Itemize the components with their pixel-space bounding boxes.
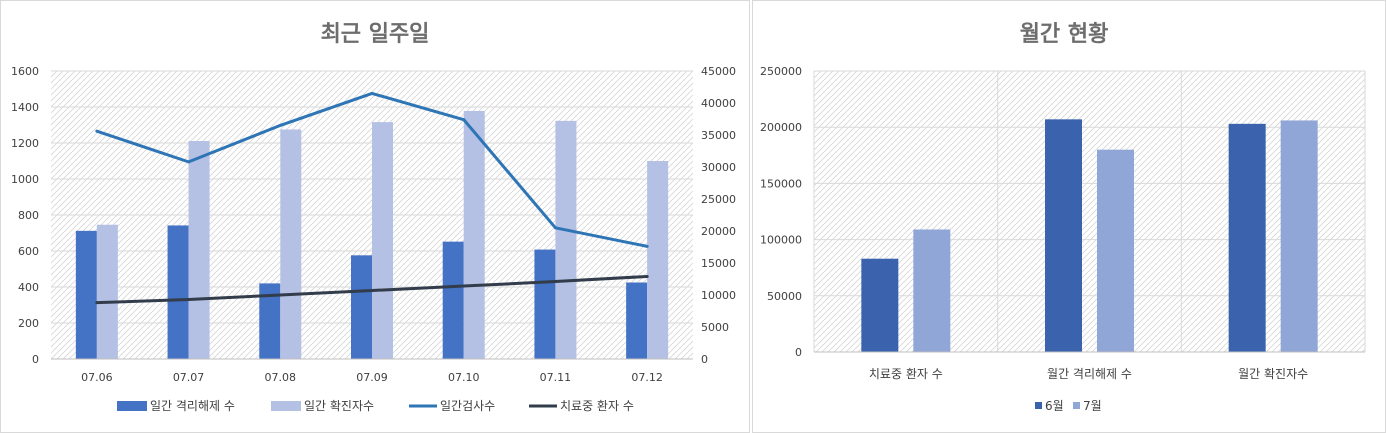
y2-tick-label: 10000 — [701, 289, 736, 302]
x-tick-label: 07.10 — [448, 371, 480, 384]
bar — [463, 110, 485, 360]
y-tick-label: 1200 — [11, 137, 39, 150]
x-tick-label: 월간 격리해제 수 — [1047, 367, 1132, 381]
y-tick-label: 800 — [18, 209, 39, 222]
x-tick-label: 07.06 — [81, 371, 113, 384]
legend-swatch — [1035, 402, 1042, 409]
bar — [442, 241, 464, 359]
bar — [351, 255, 372, 359]
weekly-chart: 최근 일주일 0 200 400 600 800 1000 1200 1400 1600 0 500… — [11, 22, 736, 413]
line-point — [553, 280, 557, 284]
line-point — [95, 301, 99, 305]
y-tick-label: 250000 — [760, 65, 802, 78]
y2-tick-label: 45000 — [701, 65, 736, 78]
y-tick-label: 1400 — [11, 101, 39, 114]
bar — [167, 225, 189, 359]
y2-tick-label: 0 — [701, 353, 708, 366]
bar — [626, 282, 648, 359]
y2-tick-label: 35000 — [701, 129, 736, 142]
y-tick-label: 200 — [18, 317, 39, 330]
monthly-chart-title: 월간 현황 — [1020, 22, 1109, 47]
legend-label: 6월 — [1045, 399, 1064, 413]
x-tick-label: 치료중 환자 수 — [869, 367, 943, 381]
y-tick-label: 200000 — [760, 121, 802, 134]
plot-background — [814, 71, 1365, 352]
x-tick-label: 07.07 — [173, 371, 205, 384]
line-point — [462, 118, 466, 122]
y-tick-label: 100000 — [760, 234, 802, 247]
monthly-chart: 월간 현황 0 50000 100000 150000 200000 250000 치료중 … — [760, 22, 1366, 413]
y-tick-label: 1600 — [11, 65, 39, 78]
y-tick-label: 400 — [18, 281, 39, 294]
legend-label: 치료중 환자 수 — [560, 399, 634, 413]
line-point — [187, 297, 191, 301]
y2-tick-label: 20000 — [701, 225, 736, 238]
line-point — [370, 289, 374, 293]
line-point — [278, 293, 282, 297]
legend-swatch — [271, 401, 301, 411]
weekly-chart-title: 최근 일주일 — [321, 22, 430, 47]
x-tick-label: 07.08 — [265, 371, 297, 384]
x-tick-label: 07.12 — [631, 371, 663, 384]
y2-tick-label: 15000 — [701, 257, 736, 270]
line-point — [278, 123, 282, 127]
legend-label: 일간 격리해제 수 — [150, 399, 235, 413]
line-point — [187, 160, 191, 164]
bar — [1280, 120, 1318, 353]
weekly-chart-panel: 최근 일주일 0 200 400 600 800 1000 1200 1400 1600 0 500… — [0, 0, 750, 433]
y-tick-label: 150000 — [760, 177, 802, 190]
y-tick-label: 1000 — [11, 173, 39, 186]
bar — [188, 141, 210, 359]
monthly-chart-panel: 월간 현황 0 50000 100000 150000 200000 250000 치료중 … — [752, 0, 1386, 433]
line-point — [462, 284, 466, 288]
line-point — [370, 91, 374, 95]
legend-label: 일간 확진자수 — [304, 399, 374, 413]
y-tick-label: 0 — [32, 353, 39, 366]
legend-swatch — [1073, 402, 1080, 409]
y-tick-label: 50000 — [767, 290, 802, 303]
x-tick-label: 07.09 — [356, 371, 388, 384]
x-tick-label: 07.11 — [540, 371, 572, 384]
bar — [913, 229, 951, 352]
legend-label: 일간검사수 — [440, 399, 495, 413]
y2-tick-label: 25000 — [701, 193, 736, 206]
bar — [259, 283, 281, 359]
line-point — [95, 129, 99, 133]
bar — [1097, 149, 1134, 352]
legend-label: 7월 — [1083, 399, 1102, 413]
y2-tick-label: 5000 — [701, 321, 729, 334]
bar — [1045, 119, 1082, 352]
legend-swatch — [117, 401, 147, 411]
x-tick-label: 월간 확진자수 — [1238, 367, 1308, 381]
bar — [96, 224, 118, 359]
bar — [280, 129, 302, 359]
line-point — [553, 226, 557, 230]
bar — [555, 120, 577, 359]
bar — [647, 161, 669, 359]
y2-tick-label: 30000 — [701, 161, 736, 174]
line-point — [645, 244, 649, 248]
bar — [861, 258, 899, 352]
y-tick-label: 600 — [18, 245, 39, 258]
bar — [75, 230, 97, 359]
y2-tick-label: 40000 — [701, 97, 736, 110]
bar — [534, 249, 556, 359]
bar — [1228, 123, 1266, 352]
line-point — [645, 274, 649, 278]
bar — [372, 122, 393, 360]
y-tick-label: 0 — [795, 346, 802, 359]
